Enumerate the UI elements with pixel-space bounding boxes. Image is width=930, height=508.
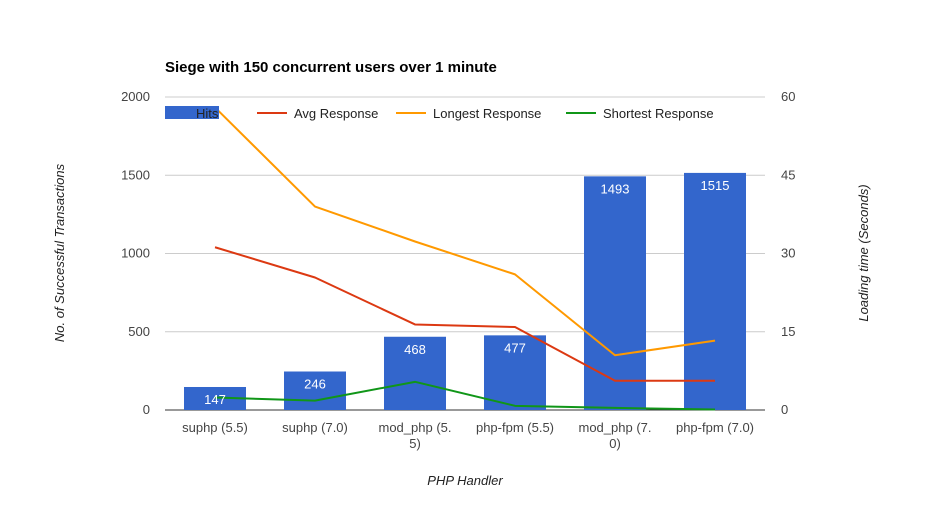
series-line [214,380,716,411]
bar-value-label: 477 [504,340,526,355]
series-line [214,246,715,382]
bar [584,176,646,410]
legend-label: Longest Response [433,106,541,121]
bar-value-label: 246 [304,377,326,392]
legend-label: Shortest Response [603,106,714,121]
x-tick-label: suphp (7.0) [282,420,348,435]
bar [284,371,346,410]
right-axis-ticks: 0 15 30 45 60 [781,89,795,417]
x-axis-ticks: suphp (5.5) suphp (7.0) mod_php (5.5) php-f… [182,420,754,451]
y-tick-label: 2000 [121,89,150,104]
legend-swatch [165,106,219,119]
y-tick-label: 1000 [121,246,150,261]
series-line [214,106,716,357]
legend-label: Hits [196,106,219,121]
y2-tick-label: 30 [781,246,795,261]
x-tick-label: 5) [409,436,421,451]
bar-value-label: 1493 [601,181,630,196]
legend: Hits Avg Response Longest Response Shortest… [165,106,714,121]
x-tick-label: php-fpm (5.5) [476,420,554,435]
line-series [214,106,716,411]
bar [184,386,246,410]
y-tick-label: 1500 [121,167,150,182]
bar-data-labels: 147 246 468 477 1493 1515 [204,178,729,407]
y2-tick-label: 15 [781,324,795,339]
x-tick-label: mod_php (5. [379,420,452,435]
gridlines [165,96,765,411]
left-axis-ticks: 0 500 1000 1500 2000 [121,89,150,417]
bar [484,335,546,410]
y2-tick-label: 0 [781,402,788,417]
bar-value-label: 147 [204,392,226,407]
bar-series [184,172,746,410]
bar-value-label: 1515 [701,178,730,193]
bar-value-label: 468 [404,342,426,357]
y-axis-title: No. of Successful Transactions [52,163,67,342]
x-tick-label: mod_php (7. [579,420,652,435]
y-tick-label: 500 [128,324,150,339]
y2-tick-label: 60 [781,89,795,104]
bar [684,172,746,410]
bar [384,336,446,410]
x-tick-label: suphp (5.5) [182,420,248,435]
y-tick-label: 0 [143,402,150,417]
x-axis-title: PHP Handler [427,473,503,488]
chart-title: Siege with 150 concurrent users over 1 m… [165,59,497,76]
y2-tick-label: 45 [781,167,795,182]
legend-label: Avg Response [294,106,378,121]
x-tick-label: 0) [609,436,621,451]
y2-axis-title: Loading time (Seconds) [856,184,871,321]
x-tick-label: php-fpm (7.0) [676,420,754,435]
